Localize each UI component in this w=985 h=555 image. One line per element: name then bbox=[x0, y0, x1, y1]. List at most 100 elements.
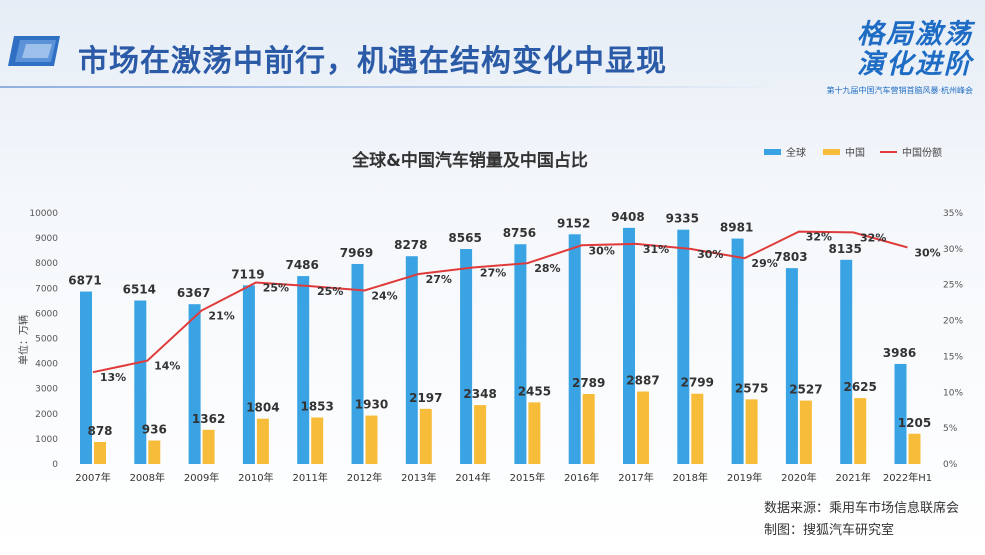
bar-global bbox=[297, 276, 310, 464]
y-tick-label: 9000 bbox=[35, 234, 58, 244]
label-share: 32% bbox=[806, 231, 832, 244]
legend-label: 全球 bbox=[786, 146, 806, 159]
label-share: 25% bbox=[317, 285, 343, 298]
label-global: 7803 bbox=[774, 250, 807, 264]
header-logo bbox=[8, 34, 64, 68]
bar-global bbox=[80, 291, 92, 464]
y-tick-label: 6000 bbox=[35, 309, 58, 319]
bar-china bbox=[908, 433, 921, 464]
y2-tick-label: 30% bbox=[943, 245, 963, 255]
label-china: 936 bbox=[142, 423, 167, 437]
bar-global bbox=[623, 227, 635, 464]
bar-global bbox=[188, 304, 201, 464]
x-tick-label: 2019年 bbox=[727, 471, 762, 484]
label-china: 2789 bbox=[572, 376, 605, 390]
chart-title: 全球&中国汽车销量及中国占比 bbox=[351, 150, 588, 171]
bar-global bbox=[134, 300, 147, 464]
label-china: 878 bbox=[87, 424, 112, 438]
y-tick-label: 10000 bbox=[29, 209, 58, 219]
bar-global bbox=[785, 268, 798, 464]
label-share: 14% bbox=[154, 360, 180, 373]
legend-label: 中国份额 bbox=[902, 146, 942, 159]
x-tick-label: 2008年 bbox=[130, 471, 165, 484]
x-tick-label: 2022年H1 bbox=[883, 471, 932, 484]
brand-line-1: 格局激荡 bbox=[857, 19, 973, 50]
x-tick-label: 2020年 bbox=[781, 471, 816, 484]
label-global: 8565 bbox=[448, 231, 481, 245]
label-share: 30% bbox=[589, 244, 615, 257]
bar-global bbox=[568, 234, 581, 464]
label-global: 3986 bbox=[883, 346, 916, 360]
label-china: 1362 bbox=[192, 412, 225, 426]
source-note: 数据来源：乘用车市场信息联席会 制图：搜狐汽车研究室 bbox=[764, 498, 959, 542]
label-china: 2625 bbox=[843, 380, 876, 394]
label-china: 1853 bbox=[300, 399, 333, 413]
bar-global bbox=[514, 244, 527, 464]
y-axis-right: 0% 5% 10% 15% 20% 25% 30% 35% bbox=[943, 209, 963, 470]
label-global: 9335 bbox=[666, 212, 699, 226]
label-global: 8981 bbox=[720, 221, 753, 235]
x-tick-label: 2010年 bbox=[238, 471, 273, 484]
y2-tick-label: 25% bbox=[943, 281, 963, 291]
label-global: 7486 bbox=[285, 258, 318, 272]
label-global: 6514 bbox=[123, 282, 156, 296]
label-china: 2455 bbox=[518, 384, 551, 398]
bar-china bbox=[365, 415, 378, 464]
label-china: 2575 bbox=[735, 381, 768, 395]
x-tick-label: 2018年 bbox=[673, 471, 708, 484]
bar-china bbox=[256, 418, 269, 464]
label-global: 6367 bbox=[177, 286, 210, 300]
y-tick-label: 0 bbox=[52, 460, 58, 470]
header-divider bbox=[0, 86, 780, 88]
source-line: 数据来源：乘用车市场信息联席会 bbox=[763, 501, 959, 516]
label-global: 8278 bbox=[394, 238, 427, 252]
label-share: 30% bbox=[697, 248, 723, 261]
y-tick-label: 2000 bbox=[35, 410, 58, 420]
label-global: 7969 bbox=[340, 246, 373, 260]
label-global: 8135 bbox=[828, 242, 861, 256]
bars-layer bbox=[80, 227, 921, 464]
y-axis-left: 0 1000 2000 3000 4000 5000 6000 7000 8000 9000 100… bbox=[29, 209, 58, 470]
x-tick-label: 2021年 bbox=[835, 471, 870, 484]
bar-global bbox=[731, 238, 744, 464]
chart-legend: 全球 中国 中国份额 bbox=[764, 146, 942, 159]
legend-swatch bbox=[764, 149, 781, 155]
y2-tick-label: 10% bbox=[943, 388, 963, 398]
bar-china bbox=[474, 405, 487, 464]
y2-tick-label: 0% bbox=[943, 460, 958, 470]
y2-tick-label: 20% bbox=[943, 317, 963, 327]
label-global: 8756 bbox=[503, 226, 536, 240]
label-china: 2799 bbox=[681, 376, 714, 390]
bar-china bbox=[419, 408, 432, 464]
label-share: 25% bbox=[263, 282, 289, 295]
label-share: 27% bbox=[426, 273, 452, 286]
label-china: 1205 bbox=[898, 416, 931, 430]
x-tick-label: 2012年 bbox=[347, 471, 382, 484]
label-china: 2527 bbox=[789, 383, 822, 397]
share-line bbox=[92, 230, 908, 374]
y2-tick-label: 5% bbox=[943, 424, 958, 434]
label-global: 9152 bbox=[557, 216, 590, 230]
y-tick-label: 1000 bbox=[35, 435, 58, 445]
label-share: 31% bbox=[643, 243, 669, 256]
label-global: 7119 bbox=[231, 267, 264, 281]
bar-china bbox=[148, 440, 161, 464]
x-axis: 2007年 2008年 2009年 2010年 2011年 2012年 2013年 2014年… bbox=[75, 471, 932, 484]
label-china: 2348 bbox=[463, 387, 496, 401]
y-tick-label: 8000 bbox=[35, 259, 58, 269]
x-tick-label: 2009年 bbox=[184, 471, 219, 484]
bar-global bbox=[242, 285, 255, 464]
bar-china bbox=[799, 400, 812, 464]
x-tick-label: 2015年 bbox=[510, 471, 545, 484]
bar-china bbox=[637, 391, 649, 464]
credit-line: 制图：搜狐汽车研究室 bbox=[763, 523, 894, 538]
label-global: 9408 bbox=[611, 210, 644, 224]
bar-global bbox=[677, 229, 690, 464]
label-share: 28% bbox=[534, 262, 560, 275]
label-china: 2887 bbox=[626, 374, 659, 388]
bar-china bbox=[202, 429, 215, 464]
label-share: 29% bbox=[751, 257, 777, 270]
y-tick-label: 5000 bbox=[35, 335, 58, 345]
label-china: 1930 bbox=[355, 398, 388, 412]
